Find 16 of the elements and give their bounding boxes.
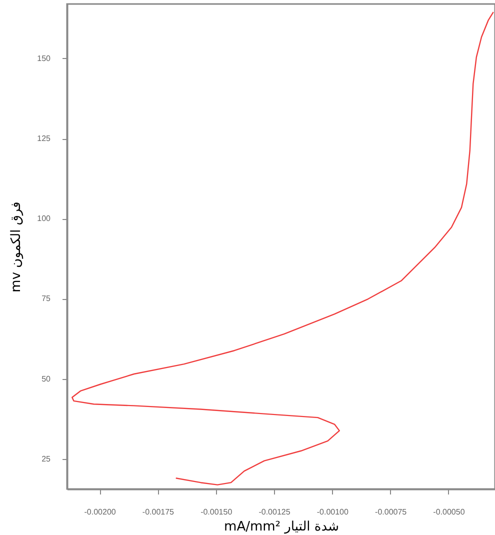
x-tick-label: -0.00175 <box>142 508 175 516</box>
y-axis-title: mv فرق الكمون <box>9 202 24 292</box>
x-axis-title: mA/mm² شدة التيار <box>224 520 339 534</box>
line-series <box>72 11 494 486</box>
x-tick-label: -0.00075 <box>375 508 408 516</box>
y-tick-label: 50 <box>42 374 52 384</box>
x-tick-label: -0.00050 <box>433 508 466 516</box>
y-tick-label: 125 <box>37 134 52 144</box>
y-tick-label: 25 <box>42 454 52 464</box>
x-tick-label: -0.00200 <box>84 508 116 516</box>
x-tick-label: -0.00100 <box>316 508 350 516</box>
y-tick-label: 100 <box>37 214 52 224</box>
y-tick-label: 150 <box>37 54 52 63</box>
x-tick-label: -0.00125 <box>258 508 291 516</box>
x-tick-label: -0.00150 <box>200 508 233 516</box>
y-tick-label: 75 <box>42 294 52 304</box>
